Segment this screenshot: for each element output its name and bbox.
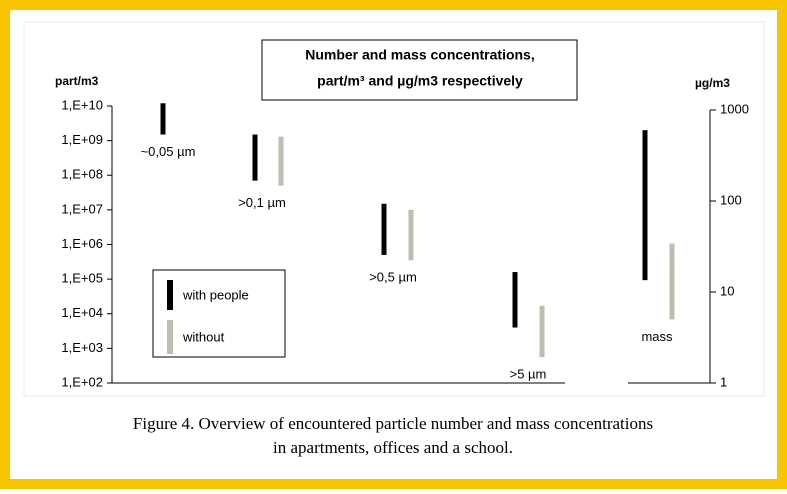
- range-bar: [381, 203, 387, 255]
- category-label: mass: [641, 329, 673, 344]
- title-box: [261, 39, 578, 101]
- legend-swatch: [167, 280, 173, 310]
- y-tick-label: 1,E+10: [61, 97, 103, 112]
- category-label: >0,1 µm: [238, 195, 286, 210]
- y-tick-label: 1,E+04: [61, 305, 103, 320]
- range-bar: [512, 272, 518, 328]
- range-bar: [160, 103, 166, 135]
- caption: Figure 4. Overview of encountered partic…: [133, 414, 653, 433]
- chart-title: part/m³ and µg/m3 respectively: [317, 73, 523, 89]
- plot-frame: [23, 21, 765, 397]
- range-bar: [642, 130, 648, 281]
- y-tick-label: 1,E+07: [61, 201, 103, 216]
- range-bar: [669, 243, 675, 320]
- y-axis-label: part/m3: [55, 74, 99, 88]
- y-tick-label: 1,E+03: [61, 340, 103, 355]
- y-tick-label: 1,E+09: [61, 132, 103, 147]
- range-bar: [539, 305, 545, 358]
- y2-tick-label: 100: [720, 192, 742, 207]
- legend: [152, 269, 286, 358]
- chart-title: Number and mass concentrations,: [305, 47, 535, 63]
- y2-tick-label: 10: [720, 283, 734, 298]
- y2-tick-label: 1: [720, 374, 727, 389]
- y2-tick-label: 1000: [720, 101, 749, 116]
- y-tick-label: 1,E+02: [61, 374, 103, 389]
- y-tick-label: 1,E+08: [61, 167, 103, 182]
- range-bar: [408, 209, 414, 261]
- range-bar: [252, 134, 258, 181]
- y-tick-label: 1,E+05: [61, 271, 103, 286]
- category-label: >0,5 µm: [369, 270, 417, 285]
- legend-label: without: [182, 329, 225, 344]
- category-label: ~0,05 µm: [141, 144, 196, 159]
- y2-axis-label: µg/m3: [695, 76, 730, 90]
- y-tick-label: 1,E+06: [61, 236, 103, 251]
- caption: in apartments, offices and a school.: [273, 438, 513, 457]
- legend-swatch: [167, 320, 173, 354]
- category-label: >5 µm: [510, 367, 547, 382]
- legend-label: with people: [182, 287, 249, 302]
- range-bar: [278, 136, 284, 186]
